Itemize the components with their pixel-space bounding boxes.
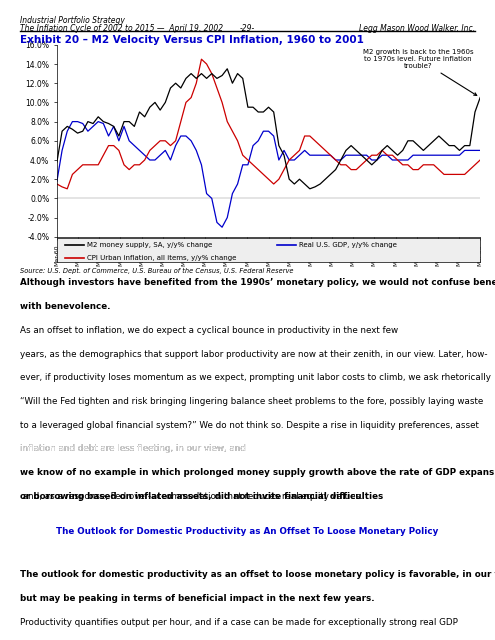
Text: The Outlook for Domestic Productivity as An Offset To Loose Monetary Policy: The Outlook for Domestic Productivity as…	[56, 527, 439, 536]
Text: As an offset to inflation, we do expect a cyclical bounce in productivity in the: As an offset to inflation, we do expect …	[20, 326, 398, 335]
Text: Exhibit 20 – M2 Velocity Versus CPI Inflation, 1960 to 2001: Exhibit 20 – M2 Velocity Versus CPI Infl…	[20, 35, 364, 45]
Text: or borrowing based on inflated assets, did not invite financial difficulties: or borrowing based on inflated assets, d…	[20, 492, 383, 501]
Text: but may be peaking in terms of beneficial impact in the next few years.: but may be peaking in terms of beneficia…	[20, 594, 374, 603]
Text: M2 money supply, SA, y/y% change: M2 money supply, SA, y/y% change	[88, 242, 213, 248]
Text: and, as a response, Fed over-accommodation that reduces real equity values.: and, as a response, Fed over-accommodati…	[20, 492, 362, 501]
Text: years, as the demographics that support labor productivity are now at their zeni: years, as the demographics that support …	[20, 349, 487, 358]
FancyBboxPatch shape	[57, 238, 480, 262]
Text: with benevolence.: with benevolence.	[20, 302, 110, 311]
Text: Legg Mason Wood Walker, Inc.: Legg Mason Wood Walker, Inc.	[359, 24, 475, 33]
Text: The outlook for domestic productivity as an offset to loose monetary policy is f: The outlook for domestic productivity as…	[20, 570, 495, 579]
Text: -29-: -29-	[240, 24, 255, 33]
Text: Real U.S. GDP, y/y% change: Real U.S. GDP, y/y% change	[299, 242, 397, 248]
Text: M2 growth is back to the 1960s
to 1970s level. Future inflation
trouble?: M2 growth is back to the 1960s to 1970s …	[363, 49, 477, 95]
Text: Source: U.S. Dept. of Commerce, U.S. Bureau of the Census, U.S. Federal Reserve: Source: U.S. Dept. of Commerce, U.S. Bur…	[20, 268, 294, 274]
Text: we know of no example in which prolonged money supply growth above the rate of G: we know of no example in which prolonged…	[20, 468, 495, 477]
Text: Although investors have benefited from the 1990s’ monetary policy, we would not : Although investors have benefited from t…	[20, 278, 495, 287]
Text: Productivity quantifies output per hour, and if a case can be made for exception: Productivity quantifies output per hour,…	[20, 618, 458, 627]
Text: inflation and debt are less fleeting, in our view, and: inflation and debt are less fleeting, in…	[20, 444, 467, 453]
Text: The Inflation Cycle of 2002 to 2015 —  April 19, 2002: The Inflation Cycle of 2002 to 2015 — Ap…	[20, 24, 223, 33]
Text: to a leveraged global financial system?” We do not think so. Despite a rise in l: to a leveraged global financial system?”…	[20, 420, 479, 429]
Text: Industrial Portfolio Strategy: Industrial Portfolio Strategy	[20, 16, 125, 25]
Text: ever, if productivity loses momentum as we expect, prompting unit labor costs to: ever, if productivity loses momentum as …	[20, 373, 491, 382]
Text: CPI Urban inflation, all items, y/y% change: CPI Urban inflation, all items, y/y% cha…	[88, 255, 237, 261]
Text: inflation and debt are less fleeting, in our view, and: inflation and debt are less fleeting, in…	[20, 444, 248, 453]
Text: “Will the Fed tighten and risk bringing lingering balance sheet problems to the : “Will the Fed tighten and risk bringing …	[20, 397, 483, 406]
